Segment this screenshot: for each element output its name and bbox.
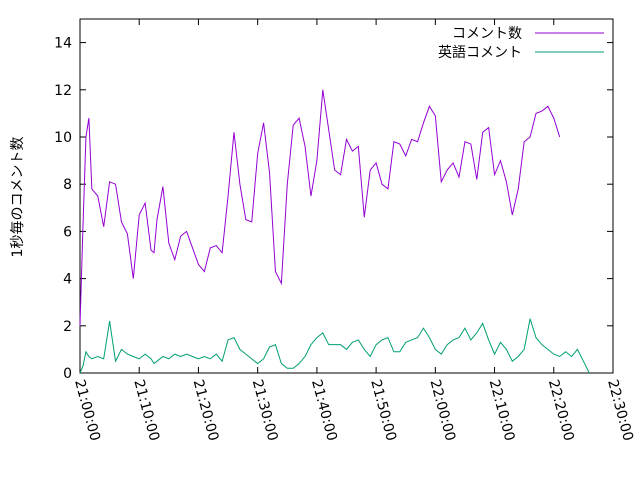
- x-tick-label: 21:50:00: [367, 378, 399, 443]
- x-tick-label: 22:10:00: [486, 378, 518, 443]
- y-tick-label: 4: [63, 272, 72, 288]
- plot-frame: [79, 18, 614, 374]
- x-tick-label: 21:40:00: [308, 378, 340, 443]
- y-tick-label: 14: [54, 36, 72, 52]
- legend-label-1: コメント数: [452, 26, 522, 42]
- y-axis-label: 1秒毎のコメント数: [10, 137, 26, 258]
- y-tick-label: 10: [54, 130, 72, 146]
- series-group: [79, 89, 590, 374]
- x-tick-label: 22:30:00: [604, 378, 636, 443]
- y-tick-label: 12: [54, 83, 72, 99]
- y-tick-label: 8: [63, 177, 72, 193]
- series-line-2: [79, 318, 590, 374]
- x-tick-label: 21:30:00: [249, 378, 281, 443]
- x-tick-label: 22:20:00: [545, 378, 577, 443]
- y-tick-label: 0: [63, 366, 72, 382]
- axes-group: 0 2 4 6 8 10 12 14 21:00:00 21:10:00 21:20:00 21:30…: [54, 18, 636, 443]
- x-tick-label: 21:00:00: [71, 378, 103, 443]
- x-tick-label: 21:20:00: [190, 378, 222, 443]
- x-tick-label: 21:10:00: [130, 378, 162, 443]
- y-tick-label: 6: [63, 224, 72, 240]
- x-tick-label: 22:00:00: [426, 378, 458, 443]
- y-tick-label: 2: [63, 319, 72, 335]
- series-line-1: [79, 89, 561, 326]
- legend-label-2: 英語コメント: [438, 44, 522, 61]
